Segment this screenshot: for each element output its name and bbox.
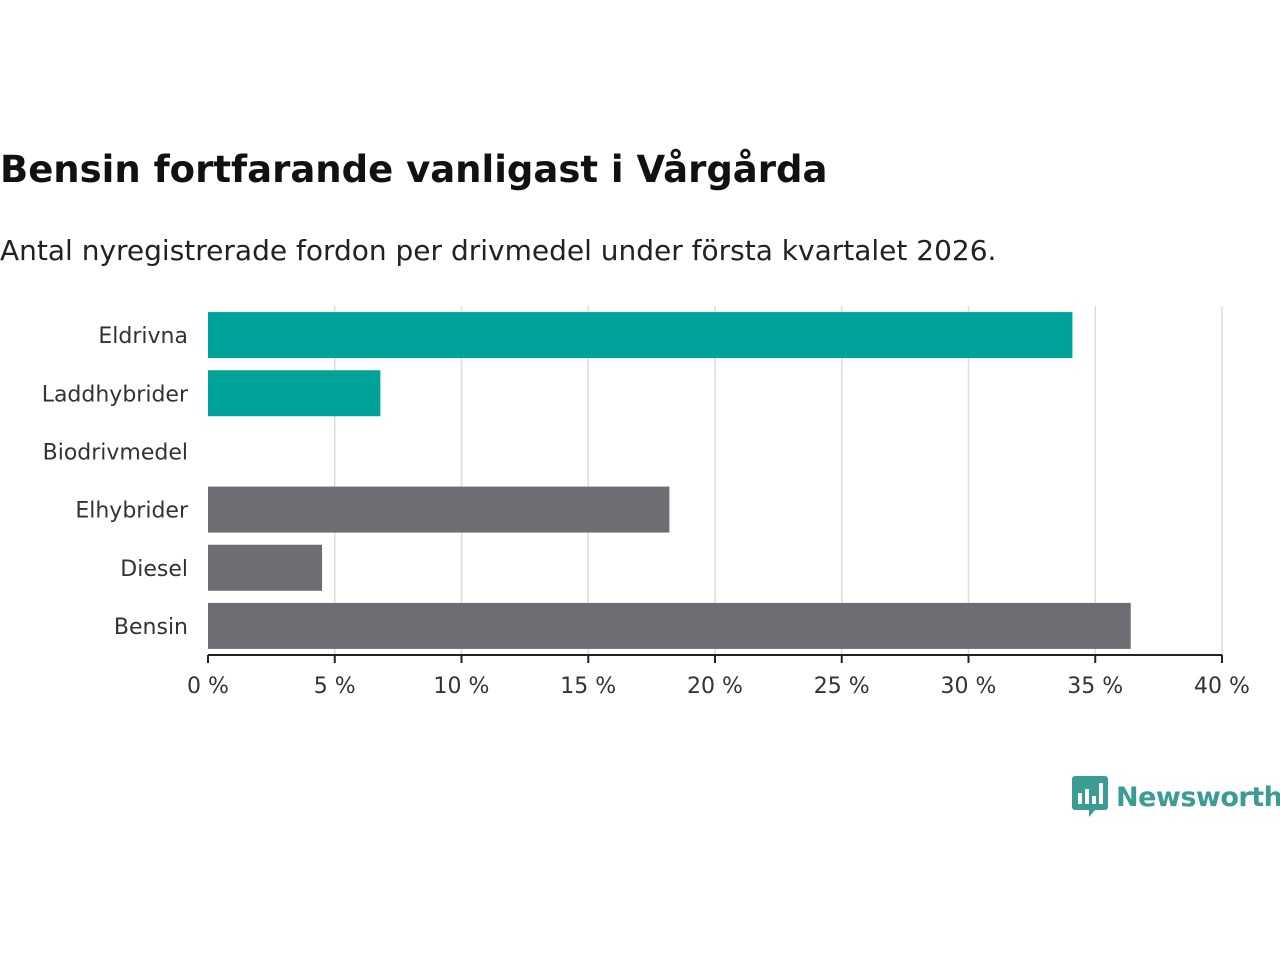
bar-elhybrider bbox=[208, 486, 670, 533]
bar-chart-speech-icon bbox=[1072, 776, 1108, 817]
category-label: Biodrivmedel bbox=[43, 440, 188, 465]
x-tick-label: 35 % bbox=[1067, 674, 1123, 699]
category-label: Elhybrider bbox=[75, 499, 189, 524]
bars bbox=[208, 312, 1131, 649]
bar-bensin bbox=[208, 602, 1131, 649]
x-axis: 0 % 5 % 10 % 15 % 20 % 25 % 30 % 35 % 40 % bbox=[187, 654, 1250, 699]
category-label: Diesel bbox=[120, 557, 188, 582]
category-label: Eldrivna bbox=[98, 324, 188, 349]
x-tick-label: 15 % bbox=[560, 674, 616, 699]
chart-subtitle: Antal nyregistrerade fordon per drivmede… bbox=[0, 234, 997, 267]
x-tick-label: 5 % bbox=[314, 674, 356, 699]
grid-lines bbox=[334, 306, 1223, 655]
category-labels: Eldrivna Laddhybrider Biodrivmedel Elhybrid… bbox=[42, 324, 189, 640]
x-tick-label: 20 % bbox=[687, 674, 743, 699]
category-label: Bensin bbox=[114, 615, 188, 640]
x-tick-label: 0 % bbox=[187, 674, 229, 699]
x-tick-label: 30 % bbox=[941, 674, 997, 699]
x-tick-label: 40 % bbox=[1194, 674, 1250, 699]
brand-name: Newsworthy bbox=[1116, 781, 1280, 813]
bar-diesel bbox=[208, 544, 323, 591]
x-tick-label: 25 % bbox=[814, 674, 870, 699]
chart-title: Bensin fortfarande vanligast i Vårgårda bbox=[0, 148, 828, 191]
bar-laddhybrider bbox=[208, 370, 381, 417]
newsworthy-logo: Newsworthy bbox=[1072, 776, 1280, 818]
x-tick-label: 10 % bbox=[434, 674, 490, 699]
category-label: Laddhybrider bbox=[42, 382, 189, 407]
bar-eldrivna bbox=[208, 312, 1073, 359]
